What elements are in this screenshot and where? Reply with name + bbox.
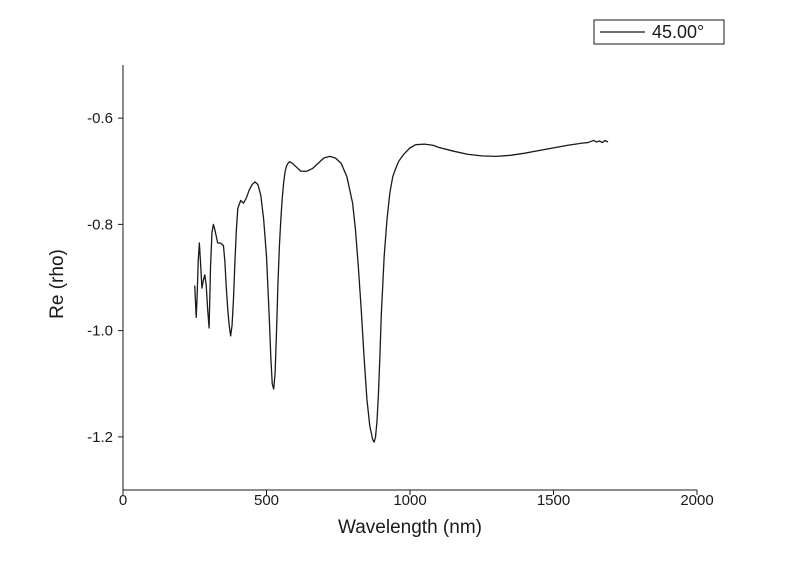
y-tick-label: -0.8 — [87, 216, 113, 233]
x-axis-ticks: 0 500 1000 1500 2000 — [119, 490, 714, 509]
y-axis-ticks: -1.2 -1.0 -0.8 -0.6 — [87, 110, 123, 446]
legend-label: 45.00° — [652, 22, 704, 42]
x-tick-label: 2000 — [680, 492, 713, 509]
x-tick-label: 0 — [119, 492, 127, 509]
x-axis-title: Wavelength (nm) — [338, 517, 482, 538]
plot-area: -1.2 -1.0 -0.8 -0.6 0 500 1000 1500 2000 — [87, 65, 714, 509]
series-line-45deg — [194, 139, 609, 443]
x-tick-label: 500 — [254, 492, 279, 509]
y-tick-label: -1.2 — [87, 429, 113, 446]
legend: 45.00° — [593, 19, 725, 45]
y-tick-label: -0.6 — [87, 110, 113, 127]
x-tick-label: 1000 — [393, 492, 426, 509]
x-tick-label: 1500 — [537, 492, 570, 509]
y-axis-title: Re (rho) — [47, 249, 68, 319]
y-tick-label: -1.0 — [87, 323, 113, 340]
